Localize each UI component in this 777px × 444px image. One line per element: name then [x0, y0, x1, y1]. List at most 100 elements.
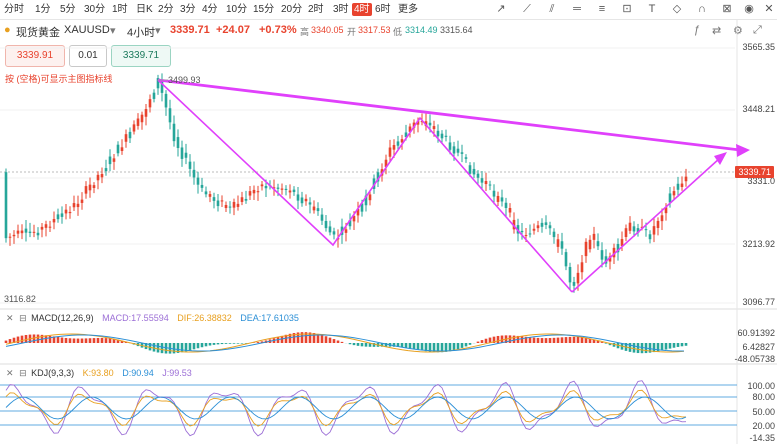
timeframe-9[interactable]: 4分: [202, 4, 218, 15]
macd-bar: [436, 343, 440, 353]
magnet-icon[interactable]: ∩: [698, 3, 706, 15]
macd-bar: [148, 343, 152, 351]
candle-body: [312, 206, 316, 211]
candle-body: [172, 123, 176, 142]
macd-bar: [52, 336, 56, 343]
candle-body: [56, 214, 60, 220]
macd-bar: [36, 334, 40, 343]
candle-body: [44, 224, 48, 228]
candle-body: [344, 229, 348, 233]
compare-icon[interactable]: ⇄: [712, 25, 722, 37]
ray-icon[interactable]: ⟋: [523, 3, 531, 15]
timeframe-8[interactable]: 3分: [180, 4, 196, 15]
macd-bar: [72, 338, 76, 343]
timeframe-3[interactable]: 5分: [60, 4, 76, 15]
candle-body: [32, 231, 36, 233]
candle-body: [212, 197, 216, 201]
macd-bar: [216, 343, 220, 345]
lot-size-input[interactable]: 0.01: [69, 45, 107, 67]
symbol-info-bar: ● 现货黄金 XAUUSD ▾ 4小时 ▾ 3339.71 +24.07 +0.…: [0, 19, 777, 41]
macd-bar: [540, 338, 544, 343]
candle-body: [560, 241, 564, 249]
macd-bar: [332, 339, 336, 343]
timeframe-6[interactable]: 日K: [136, 4, 153, 15]
timeframe-7[interactable]: 2分: [158, 4, 174, 15]
draw-line-icon[interactable]: ↗: [496, 3, 506, 15]
timeframe-5[interactable]: 1时: [112, 4, 128, 15]
timeframe-11[interactable]: 15分: [253, 4, 275, 15]
macd-bar: [300, 332, 304, 343]
text-tool-icon[interactable]: T: [648, 3, 656, 15]
symbol-code[interactable]: XAUUSD: [64, 24, 110, 36]
timeframe-17[interactable]: 更多: [398, 4, 418, 15]
timeframe-4[interactable]: 30分: [84, 4, 106, 15]
chevron-down-icon[interactable]: ▾: [110, 25, 116, 37]
macd-settings-icon[interactable]: ⊟: [19, 313, 27, 323]
high-label: 高: [300, 27, 310, 37]
eraser-icon[interactable]: ◇: [672, 3, 682, 15]
macd-bar: [188, 343, 192, 351]
settings-icon[interactable]: ⚙: [733, 25, 743, 37]
macd-bar: [372, 343, 376, 347]
timeframe-14[interactable]: 3时: [333, 4, 349, 15]
candle-body: [580, 262, 584, 273]
measure-icon[interactable]: ⊡: [622, 3, 632, 15]
macd-bar: [64, 337, 68, 343]
fibonacci-icon[interactable]: ≡: [598, 3, 606, 15]
candle-body: [496, 195, 500, 202]
macd-bar: [304, 332, 308, 343]
kdj-j-line: [5, 380, 687, 437]
collapse-icon[interactable]: ✕: [6, 313, 14, 323]
macd-bar: [496, 335, 500, 343]
candle-body: [408, 126, 412, 132]
symbol-name[interactable]: 现货黄金: [16, 27, 60, 39]
kdj-settings-icon[interactable]: ⊟: [19, 368, 27, 378]
macd-bar: [340, 341, 344, 343]
timeframe-12[interactable]: 20分: [281, 4, 303, 15]
interval-chevron-icon[interactable]: ▾: [155, 25, 161, 37]
interval-select[interactable]: 4小时: [127, 27, 156, 39]
candle-body: [132, 124, 136, 132]
macd-bar: [600, 342, 604, 343]
lock-icon[interactable]: ⊠: [722, 3, 732, 15]
candle-body: [236, 203, 240, 207]
candle-body: [568, 266, 572, 283]
candle-body: [624, 228, 628, 238]
buy-price-button[interactable]: 3339.71: [111, 45, 171, 67]
eye-icon[interactable]: ◉: [744, 3, 754, 15]
sell-price-button[interactable]: 3339.91: [5, 45, 65, 67]
candle-body: [420, 121, 424, 123]
candle-body: [320, 214, 324, 221]
candle-body: [200, 184, 204, 188]
fullscreen-icon[interactable]: ⤢: [753, 24, 762, 36]
kdj-axis-label: 20.00: [752, 421, 775, 431]
macd-bar: [44, 335, 48, 343]
candle-body: [8, 236, 12, 238]
indicator-icon[interactable]: ƒ: [694, 24, 701, 36]
macd-bar: [664, 343, 668, 350]
low-marker-label: 3116.82: [4, 294, 36, 304]
kdj-name[interactable]: KDJ(9,3,3): [31, 368, 75, 378]
candle-body: [232, 201, 236, 208]
candle-body: [564, 252, 568, 267]
macd-bar: [228, 343, 232, 344]
macd-bar: [460, 343, 464, 348]
timeframe-13[interactable]: 2时: [308, 4, 324, 15]
kdj-k-line: [5, 389, 687, 427]
kdj-legend: ✕ ⊟ KDJ(9,3,3) K:93.80 D:90.94 J:99.53: [0, 366, 198, 380]
macd-bar: [172, 343, 176, 354]
timeframe-1[interactable]: 分时: [4, 4, 24, 15]
macd-bar: [484, 338, 488, 343]
timeframe-10[interactable]: 10分: [226, 4, 248, 15]
parallel-lines-icon[interactable]: ⫽: [549, 3, 555, 15]
timeframe-16[interactable]: 6时: [375, 4, 391, 15]
collapse-icon[interactable]: ✕: [6, 368, 14, 378]
horizontal-line-icon[interactable]: ═: [573, 3, 581, 15]
delete-icon[interactable]: ✕: [764, 3, 774, 15]
macd-bar: [384, 343, 388, 347]
timeframe-2[interactable]: 1分: [35, 4, 51, 15]
macd-name[interactable]: MACD(12,26,9): [31, 313, 94, 323]
timeframe-15[interactable]: 4时: [352, 3, 372, 16]
candle-body: [396, 141, 400, 146]
